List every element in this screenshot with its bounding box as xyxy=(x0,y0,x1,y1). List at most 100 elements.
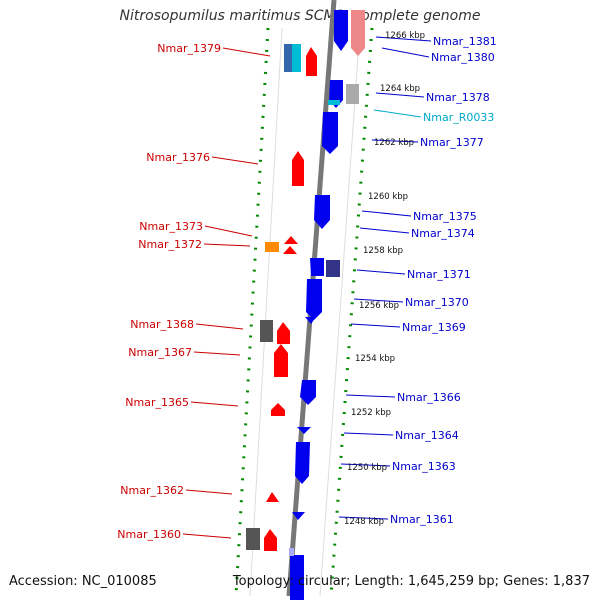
gene-nmar-1379[interactable] xyxy=(306,47,317,76)
gene-nmar-1361[interactable] xyxy=(292,512,305,520)
feature-blocks xyxy=(246,10,365,556)
leader-nmar-1360 xyxy=(182,533,232,539)
feature-block-1360 xyxy=(246,528,260,550)
label-nmar-1377[interactable]: Nmar_1377 xyxy=(420,136,484,149)
tick-1250-kbp: 1250 kbp xyxy=(347,463,387,473)
leader-nmar-1380 xyxy=(381,47,430,58)
left-labels: Nmar_1379 Nmar_1376 Nmar_1373 Nmar_1372 … xyxy=(117,42,271,541)
feature-block-1378 xyxy=(346,84,359,104)
leader-nmar-1371 xyxy=(356,269,406,275)
feature-block-1380 xyxy=(351,10,365,56)
label-nmar-1379[interactable]: Nmar_1379 xyxy=(157,42,221,55)
gene-nmar-1371[interactable] xyxy=(310,258,324,276)
label-nmar-1375[interactable]: Nmar_1375 xyxy=(413,210,477,223)
leader-nmar-r0033 xyxy=(373,109,422,118)
forward-genes xyxy=(264,47,317,551)
leader-nmar-1364 xyxy=(343,432,394,436)
leader-nmar-1378 xyxy=(375,92,425,98)
label-nmar-1366[interactable]: Nmar_1366 xyxy=(397,391,461,404)
label-nmar-1378[interactable]: Nmar_1378 xyxy=(426,91,490,104)
tick-1258-kbp: 1258 kbp xyxy=(363,246,403,256)
gene-nmar-1372[interactable] xyxy=(283,246,297,254)
label-nmar-1362[interactable]: Nmar_1362 xyxy=(120,484,184,497)
gene-nmar-1363[interactable] xyxy=(295,442,310,484)
leader-nmar-1366 xyxy=(345,394,396,398)
tick-1256-kbp: 1256 kbp xyxy=(359,301,399,311)
tick-labels: 1266 kbp 1264 kbp 1262 kbp 1260 kbp 1258… xyxy=(344,31,425,527)
tick-1262-kbp: 1262 kbp xyxy=(374,138,414,148)
gene-nmar-1365[interactable] xyxy=(271,403,285,416)
gene-nmar-1381[interactable] xyxy=(334,10,348,51)
gene-nmar-1368[interactable] xyxy=(277,322,290,344)
accession-text: Accession: NC_010085 xyxy=(9,574,157,589)
gene-nmar-1375[interactable] xyxy=(314,195,330,229)
label-nmar-1373[interactable]: Nmar_1373 xyxy=(139,220,203,233)
label-nmar-1380[interactable]: Nmar_1380 xyxy=(431,51,495,64)
label-nmar-1374[interactable]: Nmar_1374 xyxy=(411,227,475,240)
label-nmar-1361[interactable]: Nmar_1361 xyxy=(390,513,454,526)
track-guide-left xyxy=(249,27,283,597)
reverse-genes xyxy=(290,10,348,600)
leader-nmar-1370 xyxy=(353,298,404,303)
gene-nmar-1359[interactable] xyxy=(290,555,304,600)
feature-block-1368 xyxy=(260,320,273,342)
tick-1264-kbp: 1264 kbp xyxy=(380,84,420,94)
tick-1252-kbp: 1252 kbp xyxy=(351,408,391,418)
gene-nmar-1373[interactable] xyxy=(284,236,298,244)
tick-1266-kbp: 1266 kbp xyxy=(385,31,425,41)
leader-nmar-1363 xyxy=(340,463,391,467)
leader-nmar-1372 xyxy=(203,243,251,247)
gene-nmar-1362[interactable] xyxy=(266,492,279,502)
label-nmar-1376[interactable]: Nmar_1376 xyxy=(146,151,210,164)
feature-block-1372 xyxy=(265,242,279,252)
feature-block-1379-a xyxy=(284,44,294,72)
label-nmar-1364[interactable]: Nmar_1364 xyxy=(395,429,459,442)
map-title: Nitrosopumilus maritimus SCM1, complete … xyxy=(119,8,481,24)
gene-nmar-1376[interactable] xyxy=(292,151,304,186)
leader-nmar-1361 xyxy=(338,516,389,520)
feature-block-1359 xyxy=(289,548,294,556)
gene-nmar-1366[interactable] xyxy=(300,380,316,405)
tick-1248-kbp: 1248 kbp xyxy=(344,517,384,527)
tick-1260-kbp: 1260 kbp xyxy=(368,192,408,202)
right-labels: Nmar_1381 Nmar_1380 Nmar_1378 Nmar_R0033… xyxy=(338,35,497,526)
leader-nmar-1373 xyxy=(204,225,253,237)
gene-nmar-1367[interactable] xyxy=(274,344,288,377)
leader-nmar-1369 xyxy=(350,323,401,328)
track-guide-right xyxy=(319,27,361,597)
topology-text: Topology: circular; Length: 1,645,259 bp… xyxy=(232,574,590,589)
leader-nmar-1381 xyxy=(375,36,432,42)
leader-nmar-1368 xyxy=(195,323,244,330)
leader-nmar-1367 xyxy=(193,351,241,356)
gene-nmar-1364[interactable] xyxy=(297,427,311,434)
label-nmar-1368[interactable]: Nmar_1368 xyxy=(130,318,194,331)
label-nmar-1363[interactable]: Nmar_1363 xyxy=(392,460,456,473)
label-nmar-1369[interactable]: Nmar_1369 xyxy=(402,321,466,334)
label-nmar-1372[interactable]: Nmar_1372 xyxy=(138,238,202,251)
label-nmar-r0033[interactable]: Nmar_R0033 xyxy=(423,111,494,124)
gene-nmar-1360[interactable] xyxy=(264,529,277,551)
gene-nmar-1369[interactable] xyxy=(305,317,316,324)
tick-1254-kbp: 1254 kbp xyxy=(355,354,395,364)
label-nmar-1370[interactable]: Nmar_1370 xyxy=(405,296,469,309)
gene-nmar-1370[interactable] xyxy=(306,279,322,320)
leader-nmar-1376 xyxy=(211,156,259,165)
feature-block-1371 xyxy=(326,260,340,277)
outer-tick-ring xyxy=(329,27,374,597)
gene-nmar-1377[interactable] xyxy=(322,112,338,154)
inner-tick-ring xyxy=(234,27,270,597)
leader-nmar-1375 xyxy=(361,210,412,217)
label-nmar-1371[interactable]: Nmar_1371 xyxy=(407,268,471,281)
leader-nmar-1377 xyxy=(371,139,419,143)
feature-block-1379-b xyxy=(292,44,301,72)
label-nmar-1367[interactable]: Nmar_1367 xyxy=(128,346,192,359)
label-nmar-1360[interactable]: Nmar_1360 xyxy=(117,528,181,541)
label-nmar-1381[interactable]: Nmar_1381 xyxy=(433,35,497,48)
leader-nmar-1365 xyxy=(190,401,239,407)
label-nmar-1365[interactable]: Nmar_1365 xyxy=(125,396,189,409)
leader-nmar-1374 xyxy=(359,227,410,234)
leader-nmar-1379 xyxy=(222,47,271,57)
leader-nmar-1362 xyxy=(185,489,233,495)
rna-gene-nmar-r0033[interactable] xyxy=(328,100,340,105)
